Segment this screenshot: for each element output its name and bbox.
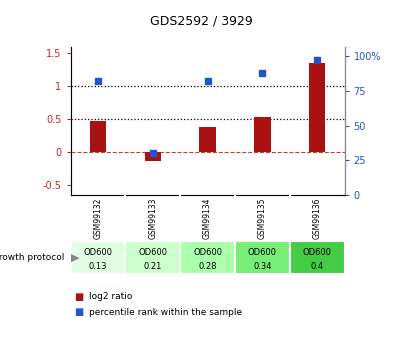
Bar [290,241,345,274]
Text: OD600: OD600 [303,248,332,257]
Text: GSM99132: GSM99132 [93,198,102,239]
Text: 0.21: 0.21 [143,262,162,270]
Text: growth protocol: growth protocol [0,253,64,263]
Point [150,150,156,156]
Point [314,58,320,63]
Text: ▶: ▶ [71,253,79,263]
Bar [90,121,106,152]
Text: GDS2592 / 3929: GDS2592 / 3929 [150,14,253,27]
Text: 0.4: 0.4 [311,262,324,270]
Text: GSM99133: GSM99133 [148,197,157,239]
Point [204,78,211,84]
Point [259,70,266,76]
Text: GSM99136: GSM99136 [313,197,322,239]
Bar [254,117,270,152]
Text: OD600: OD600 [193,248,222,257]
Text: OD600: OD600 [83,248,112,257]
Text: OD600: OD600 [248,248,277,257]
Bar [145,152,161,161]
Bar [71,241,125,274]
Bar [309,63,325,152]
Text: 0.28: 0.28 [198,262,217,270]
Text: GSM99135: GSM99135 [258,197,267,239]
Text: 0.13: 0.13 [89,262,107,270]
Bar [125,241,180,274]
Text: percentile rank within the sample: percentile rank within the sample [89,308,242,317]
Text: 0.34: 0.34 [253,262,272,270]
Text: OD600: OD600 [138,248,167,257]
Text: ■: ■ [75,307,84,317]
Text: GSM99134: GSM99134 [203,197,212,239]
Text: ■: ■ [75,292,84,302]
Bar [199,127,216,152]
Text: log2 ratio: log2 ratio [89,292,132,301]
Bar [180,241,235,274]
Point [95,78,101,84]
Bar [235,241,290,274]
